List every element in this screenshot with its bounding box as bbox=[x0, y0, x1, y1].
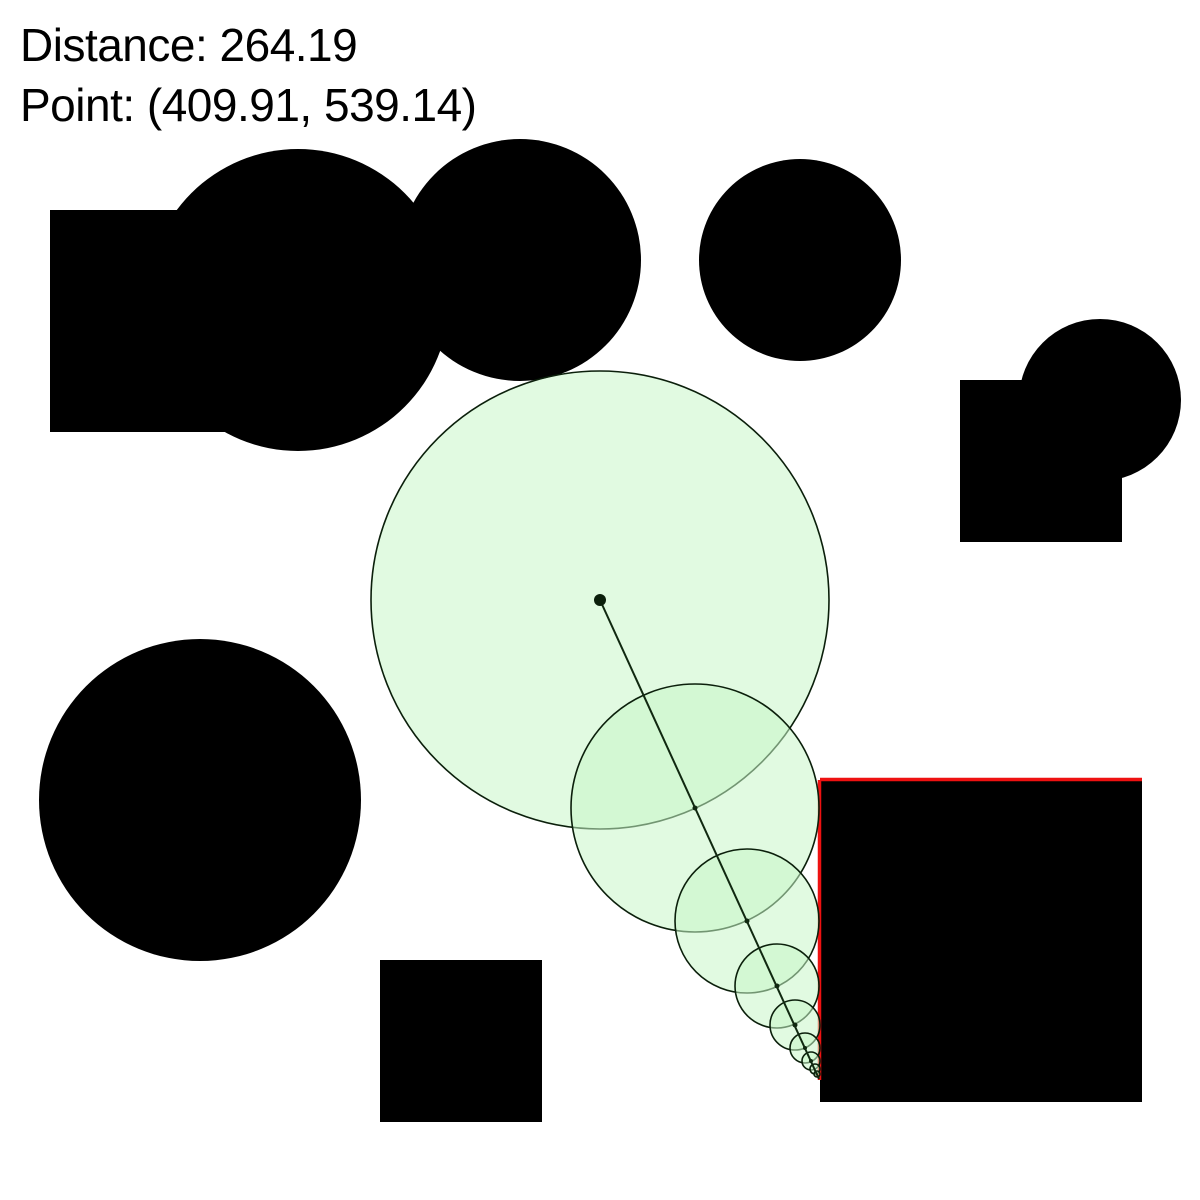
obstacle-circle-top-3 bbox=[699, 159, 901, 361]
obstacle-rect-right bbox=[960, 380, 1122, 542]
step-point bbox=[693, 806, 698, 811]
distance-readout: Distance: 264.19 bbox=[20, 22, 357, 68]
step-point bbox=[745, 919, 750, 924]
obstacle-circle-left bbox=[39, 639, 361, 961]
step-point bbox=[809, 1059, 813, 1063]
obstacle-circle-top-1 bbox=[147, 149, 449, 451]
step-point bbox=[793, 1023, 798, 1028]
obstacle-circle-top-2 bbox=[399, 139, 641, 381]
step-point bbox=[775, 984, 780, 989]
point-readout: Point: (409.91, 539.14) bbox=[20, 82, 477, 128]
step-point bbox=[803, 1046, 807, 1050]
obstacle-rect-bottom bbox=[380, 960, 542, 1122]
obstacle-rect-hit bbox=[820, 780, 1142, 1102]
ray-origin-point[interactable] bbox=[594, 594, 606, 606]
